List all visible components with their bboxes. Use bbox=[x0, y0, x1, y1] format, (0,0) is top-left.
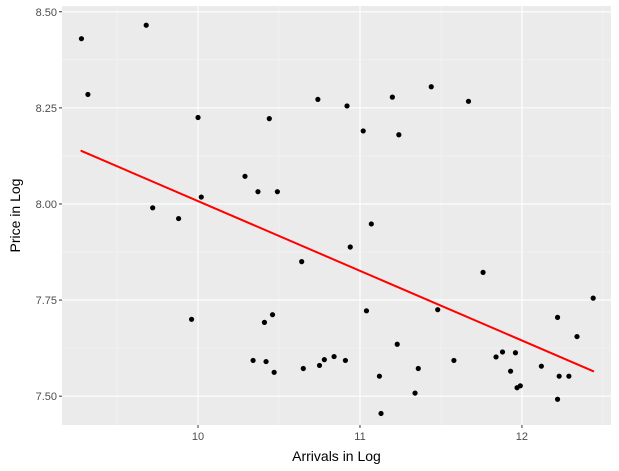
data-point bbox=[574, 333, 580, 340]
data-point bbox=[269, 312, 276, 318]
data-point bbox=[480, 269, 486, 275]
y-tick-label: 8.25 bbox=[36, 103, 57, 115]
x-tick-label: 12 bbox=[516, 431, 528, 443]
data-point bbox=[150, 205, 156, 211]
data-point bbox=[499, 349, 506, 355]
data-point bbox=[538, 363, 544, 369]
data-point bbox=[271, 369, 277, 375]
data-point bbox=[465, 98, 472, 104]
data-point bbox=[360, 128, 366, 134]
regression-line-group bbox=[80, 149, 595, 373]
data-point bbox=[566, 373, 572, 379]
y-tick-label: 8.00 bbox=[36, 199, 57, 211]
major-gridlines bbox=[62, 6, 611, 425]
data-point bbox=[493, 354, 499, 360]
y-tick-label: 7.50 bbox=[36, 391, 57, 403]
data-point bbox=[331, 353, 337, 360]
x-axis: 10 11 12 bbox=[192, 425, 528, 443]
data-point bbox=[195, 114, 201, 121]
minor-gridlines bbox=[62, 6, 611, 425]
data-point bbox=[266, 116, 272, 122]
y-axis: 7.50 7.75 8.00 8.25 8.50 bbox=[36, 7, 62, 403]
data-points bbox=[78, 22, 596, 417]
data-point bbox=[368, 221, 374, 227]
data-point bbox=[376, 373, 383, 379]
x-axis-title: Arrivals in Log bbox=[292, 448, 381, 464]
data-point bbox=[255, 189, 261, 195]
data-point bbox=[176, 215, 182, 222]
data-point bbox=[396, 132, 402, 138]
x-tick-label: 11 bbox=[354, 431, 365, 443]
data-point bbox=[261, 319, 268, 325]
data-point bbox=[274, 189, 280, 195]
data-point bbox=[517, 383, 523, 389]
data-point bbox=[412, 390, 418, 396]
data-point bbox=[512, 350, 519, 356]
data-point bbox=[300, 365, 306, 372]
data-point bbox=[85, 91, 91, 98]
data-point bbox=[299, 259, 305, 265]
data-point bbox=[389, 94, 395, 100]
data-point bbox=[321, 357, 327, 363]
data-point bbox=[554, 314, 561, 320]
plot-panel bbox=[62, 6, 611, 425]
y-tick-label: 8.50 bbox=[36, 7, 57, 19]
data-point bbox=[316, 362, 323, 369]
regression-line bbox=[80, 149, 595, 373]
data-point bbox=[143, 22, 149, 28]
data-point bbox=[378, 410, 384, 417]
data-point bbox=[507, 368, 514, 374]
data-point bbox=[344, 103, 350, 109]
data-point bbox=[263, 358, 269, 365]
data-point bbox=[347, 244, 353, 250]
data-point bbox=[188, 316, 195, 322]
data-point bbox=[315, 96, 321, 103]
data-point bbox=[78, 36, 85, 42]
data-point bbox=[363, 308, 370, 314]
y-tick-label: 7.75 bbox=[36, 295, 57, 307]
data-point bbox=[415, 365, 421, 372]
data-point bbox=[394, 341, 400, 347]
data-point bbox=[198, 194, 204, 200]
data-point bbox=[242, 173, 248, 179]
data-point bbox=[435, 307, 441, 313]
data-point bbox=[451, 357, 457, 364]
x-tick-label: 10 bbox=[192, 431, 204, 443]
data-point bbox=[556, 373, 562, 379]
data-point bbox=[250, 357, 256, 364]
data-point bbox=[590, 295, 596, 301]
y-axis-title: Price in Log bbox=[7, 179, 23, 253]
data-point bbox=[342, 357, 349, 364]
data-point bbox=[554, 396, 561, 402]
data-point bbox=[428, 84, 434, 90]
